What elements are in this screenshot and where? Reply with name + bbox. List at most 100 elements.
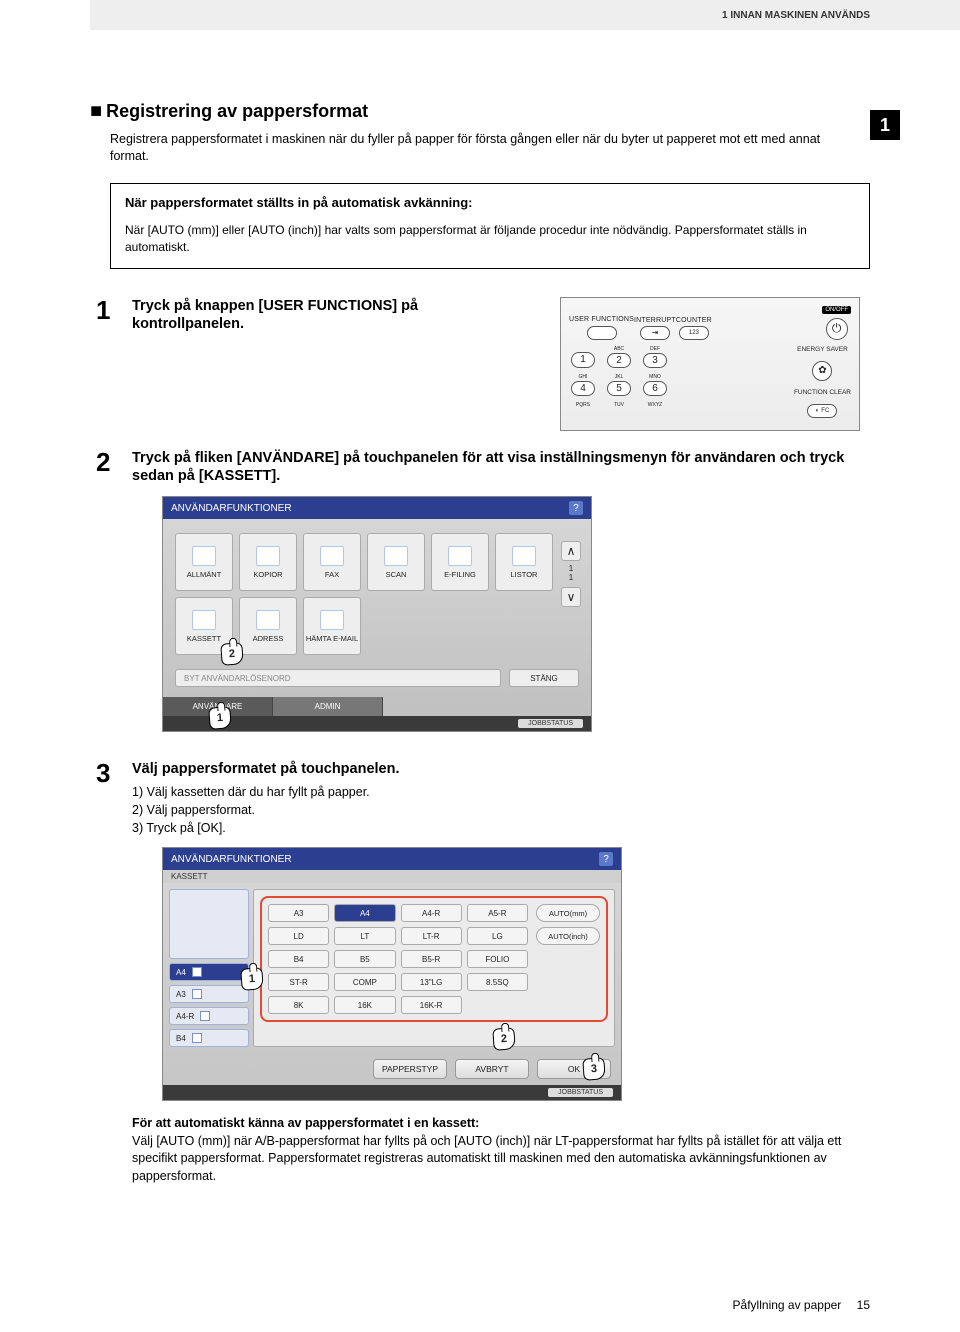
onoff-label: ON/OFF: [822, 306, 851, 314]
tp1-cell-fax[interactable]: FAX: [303, 533, 361, 591]
fmt-lg[interactable]: LG: [467, 927, 528, 945]
tray-label: A4: [176, 968, 186, 977]
doc-icon: [192, 546, 216, 566]
tp1-titlebar: ANVÄNDARFUNKTIONER ?: [163, 497, 591, 519]
chapter-header: 1 INNAN MASKINEN ANVÄNDS: [90, 0, 960, 30]
tp1-cell-label: HÄMTA E-MAIL: [306, 634, 358, 643]
step-2: 2 Tryck på fliken [ANVÄNDARE] på touchpa…: [96, 449, 870, 743]
page-footer: Påfyllning av papper 15: [733, 1298, 870, 1312]
tp1-cell-listor[interactable]: LISTOR: [495, 533, 553, 591]
copy-icon: [256, 546, 280, 566]
key-5-label: JKL: [615, 374, 624, 380]
highlight-ring: A3 A4 A4-R A5-R LD LT LT-R LG B4 B5: [260, 896, 608, 1022]
fmt-ltr[interactable]: LT-R: [401, 927, 462, 945]
tray-a4[interactable]: A4: [169, 963, 249, 981]
key-tuv-label: TUV: [614, 402, 624, 408]
step-3-list: 1) Välj kassetten där du har fyllt på pa…: [132, 783, 870, 837]
info-box-body: När [AUTO (mm)] eller [AUTO (inch)] har …: [125, 222, 855, 256]
fmt-a5r[interactable]: A5-R: [467, 904, 528, 922]
tp2-jobstatus[interactable]: JOBBSTATUS: [548, 1088, 613, 1097]
tp2-bottom-bar: PAPPERSTYP AVBRYT OK: [163, 1053, 621, 1085]
fmt-8k[interactable]: 8K: [268, 996, 329, 1014]
interrupt-button[interactable]: ⇥: [640, 326, 670, 340]
fmt-b5[interactable]: B5: [334, 950, 395, 968]
fmt-lt[interactable]: LT: [334, 927, 395, 945]
key-3[interactable]: 3: [643, 353, 667, 368]
step-3-l2: 2) Välj pappersformat.: [132, 801, 870, 819]
tab-admin[interactable]: ADMIN: [273, 697, 383, 716]
section-intro: Registrera pappersformatet i maskinen nä…: [110, 131, 870, 165]
info-box-title: När pappersformatet ställts in på automa…: [125, 194, 855, 212]
key-4[interactable]: 4: [571, 381, 595, 396]
tp1-password-row[interactable]: BYT ANVÄNDARLÖSENORD: [175, 669, 501, 687]
avbryt-button[interactable]: AVBRYT: [455, 1059, 529, 1079]
fmt-a4[interactable]: A4: [334, 904, 395, 922]
user-functions-button[interactable]: [587, 326, 617, 340]
key-2[interactable]: 2: [607, 353, 631, 368]
tp1-cell-label: SCAN: [386, 570, 407, 579]
tp1-jobstatus[interactable]: JOBBSTATUS: [518, 719, 583, 728]
function-clear-label: FUNCTION CLEAR: [794, 389, 851, 396]
counter-button[interactable]: 123: [679, 326, 709, 340]
tp1-cell-efiling[interactable]: E-FILING: [431, 533, 489, 591]
fmt-folio[interactable]: FOLIO: [467, 950, 528, 968]
auto-column: AUTO(mm) AUTO(inch): [536, 904, 600, 1014]
tp1-cell-scan[interactable]: SCAN: [367, 533, 425, 591]
function-clear-button[interactable]: ◐FC: [807, 404, 837, 418]
energy-saver-button[interactable]: ✿: [812, 361, 832, 381]
tp1-close-button[interactable]: STÄNG: [509, 669, 579, 687]
tray-label: A4-R: [176, 1012, 194, 1021]
fmt-ld[interactable]: LD: [268, 927, 329, 945]
tray-level-icon: [192, 989, 202, 999]
help-icon[interactable]: ?: [599, 852, 613, 866]
fmt-13lg[interactable]: 13"LG: [401, 973, 462, 991]
scan-icon: [384, 546, 408, 566]
tray-a3[interactable]: A3: [169, 985, 249, 1003]
tp1-cell-kopior[interactable]: KOPIOR: [239, 533, 297, 591]
tp1-cell-hamta-email[interactable]: HÄMTA E-MAIL: [303, 597, 361, 655]
tp1-cell-label: ALLMÄNT: [187, 570, 222, 579]
step-1: 1 Tryck på knappen [USER FUNCTIONS] på k…: [96, 297, 870, 431]
fmt-a3[interactable]: A3: [268, 904, 329, 922]
key-5[interactable]: 5: [607, 381, 631, 396]
auto-inch-button[interactable]: AUTO(inch): [536, 927, 600, 945]
tp1-cell-allmant[interactable]: ALLMÄNT: [175, 533, 233, 591]
fmt-16kr[interactable]: 16K-R: [401, 996, 462, 1014]
step-3-note: För att automatiskt känna av pappersform…: [132, 1115, 870, 1185]
scroll-down-button[interactable]: ∨: [561, 587, 581, 607]
power-button[interactable]: ⏻: [826, 318, 848, 340]
tray-label: B4: [176, 1034, 186, 1043]
help-icon[interactable]: ?: [569, 501, 583, 515]
key-3-label: DEF: [650, 346, 660, 352]
tp1-grid: ALLMÄNT KOPIOR FAX SCAN E-FILING LISTOR …: [163, 519, 591, 663]
tp1-title-text: ANVÄNDARFUNKTIONER: [171, 503, 292, 514]
tp1-cell-label: E-FILING: [444, 570, 476, 579]
tp1-cell-adress[interactable]: ADRESS: [239, 597, 297, 655]
numeric-keypad: 1 ABC2 DEF3 GHI4 JKL5 MNO6 PQRS TUV WXYZ: [569, 346, 669, 424]
tp2-breadcrumb: KASSETT: [163, 870, 621, 883]
tp2-titlebar: ANVÄNDARFUNKTIONER ?: [163, 848, 621, 870]
tp2-status-bar: JOBBSTATUS: [163, 1085, 621, 1100]
fmt-b4[interactable]: B4: [268, 950, 329, 968]
tray-label: A3: [176, 990, 186, 999]
key-6[interactable]: 6: [643, 381, 667, 396]
fmt-str[interactable]: ST-R: [268, 973, 329, 991]
fmt-comp[interactable]: COMP: [334, 973, 395, 991]
tray-icon: [192, 610, 216, 630]
section-title: ■Registrering av pappersformat: [90, 100, 870, 123]
info-box: När pappersformatet ställts in på automa…: [110, 183, 870, 269]
tray-a4r[interactable]: A4-R: [169, 1007, 249, 1025]
key-wxyz-label: WXYZ: [648, 402, 662, 408]
fmt-a4r[interactable]: A4-R: [401, 904, 462, 922]
scroll-up-button[interactable]: ∧: [561, 541, 581, 561]
papperstyp-button[interactable]: PAPPERSTYP: [373, 1059, 447, 1079]
tray-b4[interactable]: B4: [169, 1029, 249, 1047]
auto-mm-button[interactable]: AUTO(mm): [536, 904, 600, 922]
fmt-b5r[interactable]: B5-R: [401, 950, 462, 968]
control-panel-figure: USER FUNCTIONS INTERRUPT ⇥ COUNTER 123 O…: [560, 297, 860, 431]
tray-level-icon: [192, 967, 202, 977]
fmt-16k[interactable]: 16K: [334, 996, 395, 1014]
key-1[interactable]: 1: [571, 352, 595, 367]
fmt-85sq[interactable]: 8.5SQ: [467, 973, 528, 991]
tray-level-icon: [192, 1033, 202, 1043]
